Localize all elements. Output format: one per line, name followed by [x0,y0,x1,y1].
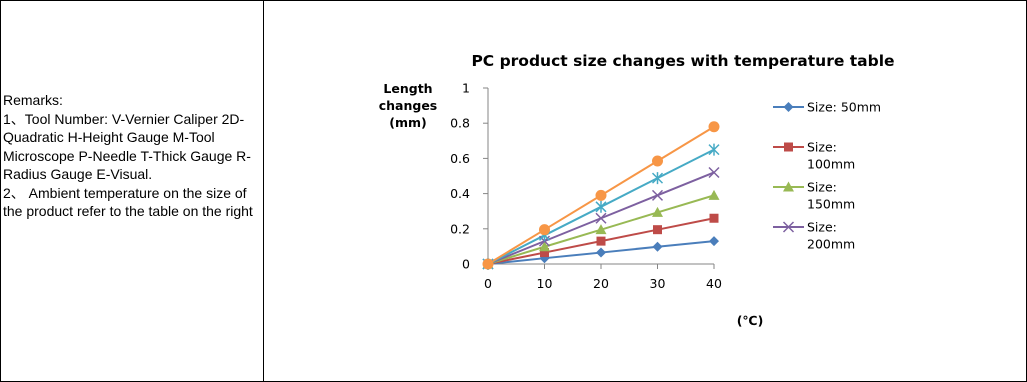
y-axis-label-line: changes [379,98,438,113]
data-point-s0-p2 [596,247,606,258]
data-point-s0-p3 [652,241,663,252]
legend-label: 200mm [807,237,855,252]
data-point-s3-p3 [651,189,664,201]
data-point-s1-p1 [540,248,549,258]
x-tick-label: 40 [706,276,722,291]
legend-label: Size: [807,220,837,235]
data-point-s2-p2 [595,224,607,235]
x-tick-label: 30 [650,276,666,291]
data-point-s1-p2 [596,236,606,246]
legend-label: 150mm [807,197,855,212]
y-tick-label: 0.8 [450,116,470,131]
remarks-heading: Remarks: [3,92,63,108]
data-point-s5-p0 [482,258,494,270]
y-tick-label: 0 [462,257,470,272]
remarks-item-1: 1、Tool Number: V-Vernier Caliper 2D-Quad… [3,110,251,183]
legend-label: Size: [807,180,837,195]
y-tick-label: 0.6 [450,151,470,166]
legend-label: Size: 50mm [807,100,881,115]
x-axis-label: (℃) [737,313,764,328]
column-divider [263,0,264,382]
data-point-s0-p4 [709,236,719,247]
data-point-s2-p3 [652,206,663,217]
legend-swatch-marker [783,102,794,112]
x-tick-label: 10 [537,276,553,291]
data-point-s3-p4 [708,166,720,179]
data-point-s2-p4 [708,189,720,200]
legend-label: 100mm [807,157,855,172]
remarks-item-2: 2、 Ambient temperature on the size of th… [3,184,253,220]
data-point-s5-p1 [539,224,550,236]
x-tick-label: 0 [484,276,492,291]
data-point-s2-p1 [539,241,550,252]
data-point-s5-p3 [652,155,663,167]
y-tick-label: 1 [462,81,470,96]
y-tick-label: 0.2 [450,221,470,236]
data-point-s1-p3 [653,225,662,235]
data-point-s1-p4 [709,213,719,223]
remarks-cell: Remarks: 1、Tool Number: V-Vernier Calipe… [3,91,261,221]
y-axis-label-line: Length [383,81,432,96]
y-axis-label-line: (mm) [389,115,426,130]
legend-swatch-marker [783,181,794,192]
chart-title: PC product size changes with temperature… [471,52,894,70]
legend-swatch-marker [782,221,795,233]
data-point-s3-p2 [595,212,607,224]
data-point-s5-p2 [595,189,607,201]
data-point-s4-p4 [708,143,720,156]
y-tick-label: 0.4 [450,186,470,201]
x-tick-label: 20 [593,276,609,291]
legend-swatch-marker [784,142,793,152]
legend-label: Size: [807,140,837,155]
data-point-s5-p4 [708,121,720,133]
data-point-s4-p3 [651,172,664,185]
data-point-s4-p2 [595,200,607,213]
